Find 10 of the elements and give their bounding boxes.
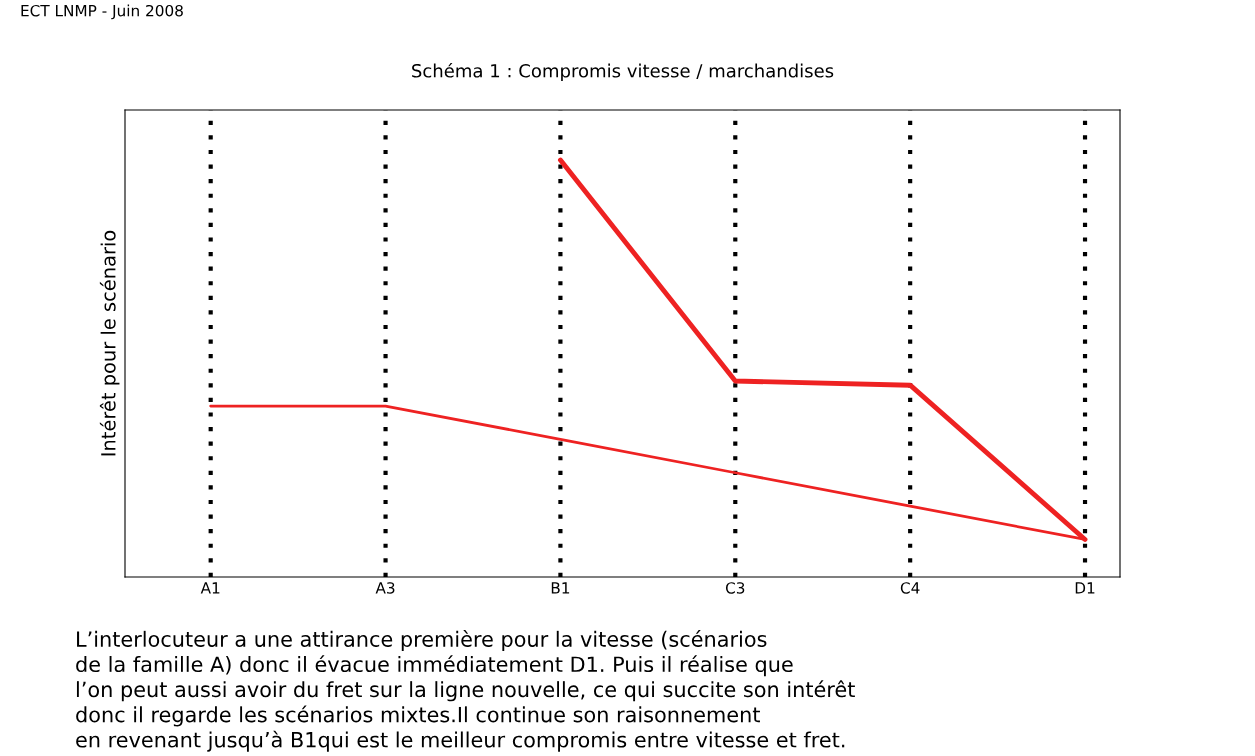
x-tick-label: B1: [551, 582, 570, 594]
x-tick-label: C4: [900, 582, 920, 594]
y-axis-title: Intérêt pour le scénario: [99, 230, 120, 456]
text: L’interlocuteur a une attirance première pour la vitesse (scénarios de la famille A) donc il évacue immédiatement D1. Puis il réalise que l’on peut aussi avoir du fret sur la ligne nouvelle, ce qui succite son intérêt donc il regarde les scénarios mixtes.Il continue son raisonnement en revenant jusqu’à B1qui est le meilleur compromis entre vitesse et fret.: [76, 630, 855, 752]
x-tick-label: A3: [375, 582, 395, 594]
chart-title: Schéma 1 : Compromis vitesse / marchandises: [412, 62, 834, 82]
x-tick-label: C3: [725, 582, 745, 594]
x-tick-label: D1: [1075, 582, 1095, 594]
x-tick-label: A1: [200, 582, 220, 594]
text: ECT LNMP - Juin 2008: [21, 4, 183, 20]
